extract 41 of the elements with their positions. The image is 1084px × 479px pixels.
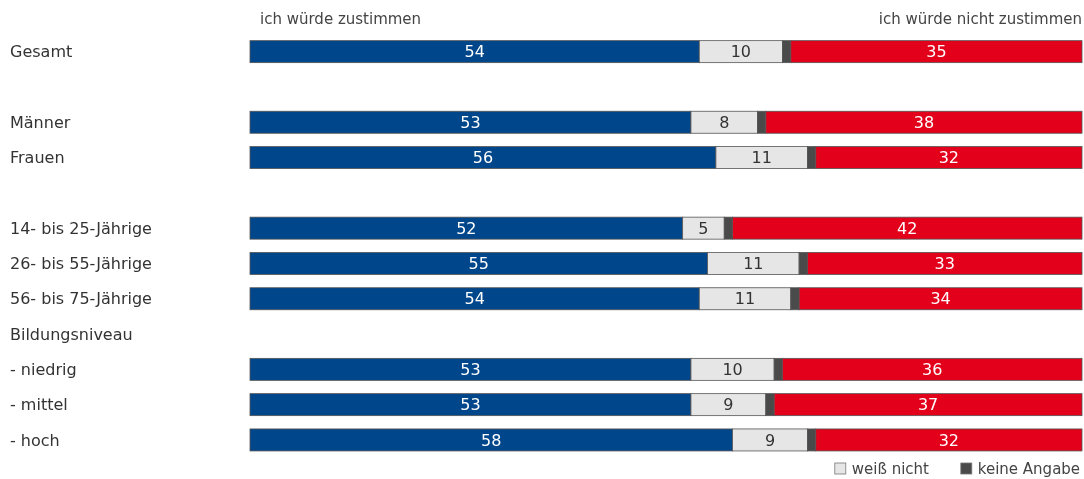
data-label: 11 xyxy=(743,254,764,274)
data-label: 55 xyxy=(468,254,489,274)
data-label: 56 xyxy=(472,148,494,168)
y-tick-label: Männer xyxy=(10,112,71,132)
data-label: 35 xyxy=(926,42,947,62)
y-tick-label: 26- bis 55-Jährige xyxy=(10,254,152,274)
legend-label: weiß nicht xyxy=(851,460,930,479)
legend-label: keine Angabe xyxy=(977,460,1081,479)
data-label: 58 xyxy=(481,430,502,450)
data-label: 53 xyxy=(460,395,481,415)
data-label: 53 xyxy=(460,112,481,132)
y-tick-label: - niedrig xyxy=(10,359,77,379)
data-label: 53 xyxy=(460,359,481,379)
y-tick-label: Bildungsniveau xyxy=(10,324,133,344)
data-label: 8 xyxy=(719,112,730,132)
data-label: 52 xyxy=(456,218,477,238)
data-label: 34 xyxy=(930,289,951,309)
data-label: 36 xyxy=(922,359,943,379)
y-tick-label: Gesamt xyxy=(10,42,73,62)
data-label: 9 xyxy=(723,395,734,415)
data-label: 10 xyxy=(722,359,743,379)
data-label: 11 xyxy=(734,289,756,309)
y-tick-label: Frauen xyxy=(10,148,65,168)
series-label: ich würde nicht zustimmen xyxy=(878,10,1082,28)
data-label: 10 xyxy=(730,42,752,62)
data-label: 54 xyxy=(464,42,485,62)
y-tick-label: - hoch xyxy=(10,430,60,450)
data-label: 33 xyxy=(934,254,955,274)
data-label: 5 xyxy=(698,218,709,238)
data-label: 32 xyxy=(938,430,960,450)
data-label: 32 xyxy=(938,148,960,168)
data-label: 9 xyxy=(764,430,776,450)
series-label: ich würde zustimmen xyxy=(260,10,422,28)
y-tick-label: 56- bis 75-Jährige xyxy=(10,289,152,309)
y-tick-label: 14- bis 25-Jährige xyxy=(10,218,152,238)
data-label: 54 xyxy=(464,289,485,309)
data-label: 42 xyxy=(897,218,918,238)
data-label: 37 xyxy=(917,395,939,415)
data-label: 11 xyxy=(751,148,772,168)
y-tick-label: - mittel xyxy=(10,395,68,415)
data-label: 38 xyxy=(913,112,935,132)
